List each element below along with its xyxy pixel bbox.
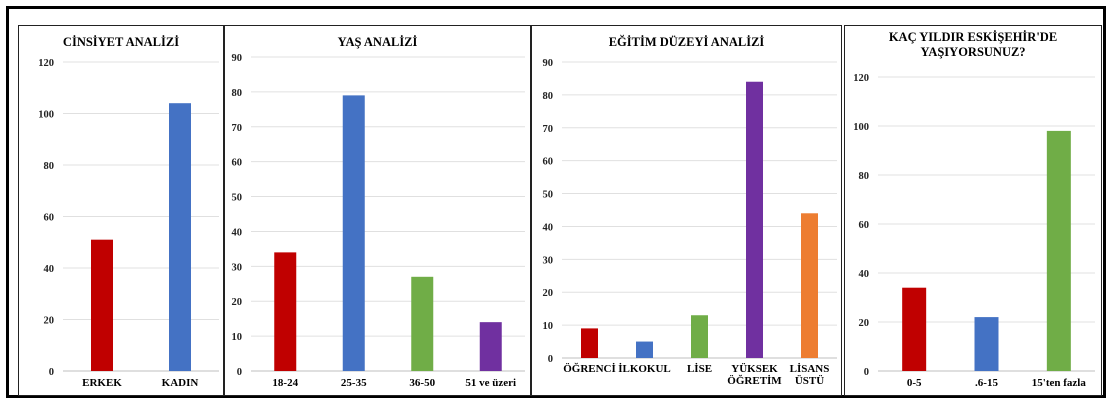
y-tick-label: 60 — [44, 213, 55, 224]
bar-36-50 — [411, 276, 434, 371]
education-chart-panel: EĞİTİM DÜZEYİ ANALİZİ 0 10 20 30 40 50 60 70 80 9… — [531, 25, 842, 396]
bar-51-ve-zeri — [479, 322, 502, 371]
category-label: YÜKSEK ÖĞRETİM — [727, 362, 782, 387]
y-tick-label: 0 — [237, 367, 242, 378]
gender-chart-plot: 0 20 40 60 80 100 120 ERKEK KADIN — [38, 58, 219, 389]
bar-18-24 — [274, 252, 297, 371]
y-tick-label: 80 — [859, 171, 870, 182]
category-label: ERKEK — [82, 377, 122, 389]
y-tick-label: 20 — [232, 297, 243, 308]
category-label: 36-50 — [409, 377, 435, 389]
y-tick-label: 60 — [232, 158, 243, 169]
y-tick-label: 80 — [232, 88, 243, 99]
bar-erkek — [91, 239, 113, 371]
category-label: ÖĞRENCİ — [563, 362, 616, 375]
y-tick-label: 10 — [543, 321, 554, 332]
age-chart-title: YAŞ ANALİZİ — [337, 35, 418, 49]
bar-6-15 — [974, 317, 999, 371]
education-chart-plot: 0 10 20 30 40 50 60 70 80 90 ÖĞRENCİ İLKOKUL LİSE YÜK… — [543, 58, 837, 387]
bar-15-ten-fazla — [1046, 130, 1071, 371]
y-tick-label: 10 — [232, 332, 243, 343]
y-tick-label: 70 — [232, 123, 243, 134]
residence-chart-panel: KAÇ YILDIR ESKİŞEHİR'DE YAŞIYORSUNUZ? 0 2… — [844, 25, 1102, 396]
y-tick-label: 0 — [864, 367, 869, 378]
category-label: KADIN — [162, 377, 199, 389]
bar-25-35 — [342, 95, 365, 371]
category-label: 25-35 — [341, 377, 367, 389]
y-tick-label: 120 — [38, 58, 54, 69]
y-tick-label: 20 — [44, 316, 55, 327]
y-tick-label: 40 — [232, 227, 243, 238]
y-tick-label: 40 — [859, 269, 870, 280]
y-tick-label: 40 — [543, 222, 554, 233]
bar-i-lkokul — [636, 341, 653, 358]
education-chart-title: EĞİTİM DÜZEYİ ANALİZİ — [608, 35, 765, 49]
category-label: .6-15 — [975, 377, 998, 389]
y-tick-label: 70 — [543, 124, 554, 135]
figure-frame: CİNSİYET ANALİZİ 0 20 40 60 80 100 120 ERKEK KAD… — [6, 6, 1106, 398]
y-tick-label: 0 — [49, 367, 54, 378]
category-label: 51 ve üzeri — [465, 377, 516, 389]
bar-0-5 — [902, 287, 927, 371]
category-label: 15'ten fazla — [1032, 377, 1087, 389]
y-tick-label: 80 — [44, 161, 55, 172]
residence-chart-title: KAÇ YILDIR ESKİŞEHİR'DE YAŞIYORSUNUZ? — [888, 30, 1058, 59]
category-label: LİSANS ÜSTÜ — [790, 363, 830, 387]
gender-chart-title: CİNSİYET ANALİZİ — [62, 35, 180, 49]
y-tick-label: 90 — [543, 58, 554, 69]
bar-kadin — [169, 103, 191, 371]
y-tick-label: 120 — [853, 73, 869, 84]
y-tick-label: 0 — [548, 354, 553, 365]
y-tick-label: 60 — [859, 220, 870, 231]
y-tick-label: 50 — [232, 193, 243, 204]
age-chart-plot: 0 10 20 30 40 50 60 70 80 90 18-24 25-35 36-50 51 ve … — [232, 53, 525, 389]
y-tick-label: 20 — [859, 318, 870, 329]
gender-chart-panel: CİNSİYET ANALİZİ 0 20 40 60 80 100 120 ERKEK KAD… — [18, 25, 224, 396]
y-tick-label: 100 — [38, 110, 54, 121]
y-tick-label: 90 — [232, 53, 243, 64]
y-tick-label: 20 — [543, 288, 554, 299]
bar-li-sans-st — [801, 213, 818, 358]
y-tick-label: 80 — [543, 91, 554, 102]
category-label: 18-24 — [272, 377, 298, 389]
bar-li-se — [691, 315, 708, 358]
y-tick-label: 30 — [543, 255, 554, 266]
bar-y-ksek-reti-m — [746, 81, 763, 358]
y-tick-label: 60 — [543, 157, 554, 168]
category-label: LİSE — [687, 363, 712, 375]
y-tick-label: 40 — [44, 264, 55, 275]
y-tick-label: 30 — [232, 262, 243, 273]
age-chart-panel: YAŞ ANALİZİ 0 10 20 30 40 50 60 70 80 90 18-24 25-3… — [224, 25, 531, 396]
bar-renci — [581, 328, 598, 358]
y-tick-label: 100 — [853, 122, 869, 133]
category-label: 0-5 — [907, 377, 922, 389]
category-label: İLKOKUL — [618, 363, 671, 375]
y-tick-label: 50 — [543, 190, 554, 201]
residence-chart-plot: 0 20 40 60 80 100 120 0-5 .6-15 15'ten fazla — [853, 73, 1095, 389]
